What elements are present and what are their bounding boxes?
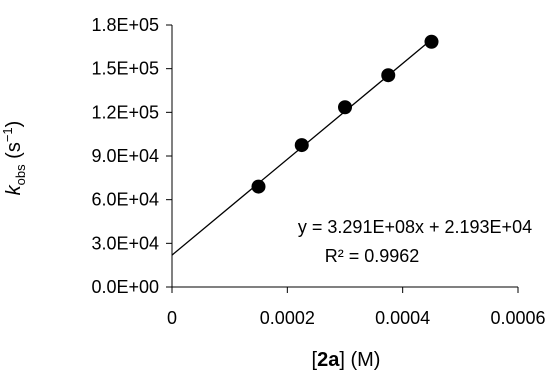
r-squared-label: R² = 0.9962 xyxy=(325,246,420,266)
y-tick-label: 6.0E+04 xyxy=(91,190,159,210)
y-axis-label: kobs (s−1) xyxy=(0,121,28,196)
x-tick-label: 0 xyxy=(167,308,177,328)
x-axis-label: [2a] (M) xyxy=(312,349,381,371)
x-tick-label: 0.0006 xyxy=(490,308,545,328)
data-point xyxy=(294,138,309,153)
y-tick-label: 1.2E+05 xyxy=(91,102,159,122)
y-axis-ticks: 0.0E+00 3.0E+04 6.0E+04 9.0E+04 1.2E+05 1.5E+… xyxy=(91,15,172,297)
trendline-equation: y = 3.291E+08x + 2.193E+04 xyxy=(298,217,532,237)
y-tick-label: 9.0E+04 xyxy=(91,146,159,166)
data-points xyxy=(251,34,439,194)
x-tick-label: 0.0002 xyxy=(260,308,315,328)
y-tick-label: 1.5E+05 xyxy=(91,59,159,79)
data-point xyxy=(381,68,396,83)
data-point xyxy=(424,34,439,49)
x-tick-label: 0.0004 xyxy=(375,308,430,328)
y-tick-label: 3.0E+04 xyxy=(91,233,159,253)
x-axis-ticks: 0 0.0002 0.0004 0.0006 xyxy=(167,287,546,328)
data-point xyxy=(251,179,266,194)
y-tick-label: 0.0E+00 xyxy=(91,277,159,297)
y-tick-label: 1.8E+05 xyxy=(91,15,159,35)
data-point xyxy=(338,100,352,115)
